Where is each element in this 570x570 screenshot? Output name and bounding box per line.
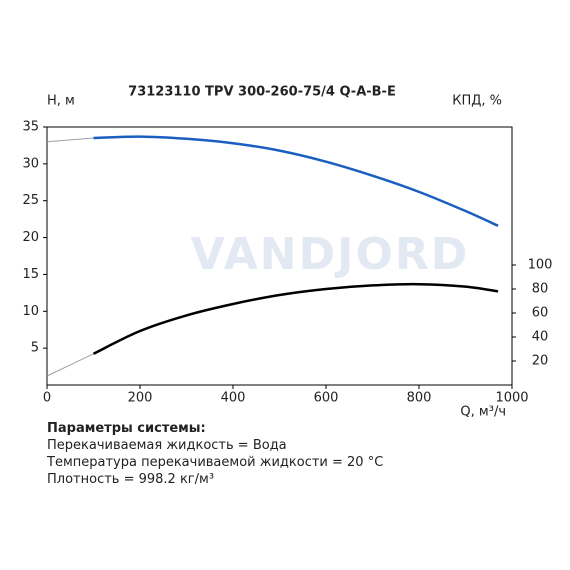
y-tick-label: 30	[22, 156, 39, 171]
note-line: Температура перекачиваемой жидкости = 20…	[47, 455, 384, 470]
x-axis-label: Q, м³/ч	[460, 405, 506, 420]
y-tick-label: 35	[22, 120, 39, 135]
x-tick-label: 600	[314, 391, 339, 406]
y2-tick-label: 80	[532, 282, 549, 297]
x-tick-label: 800	[407, 391, 432, 406]
y2-tick-label: 20	[532, 354, 549, 369]
x-tick-label: 200	[128, 391, 153, 406]
notes-heading: Параметры системы:	[47, 421, 206, 436]
y-tick-label: 10	[22, 304, 39, 319]
series-line	[92, 282, 499, 355]
y-axis-label: Н, м	[47, 94, 75, 109]
chart-title: 73123110 TPV 300-260-75/4 Q-A-B-E	[128, 85, 396, 100]
note-line: Плотность = 998.2 кг/м³	[47, 472, 215, 487]
extrapolated-line	[46, 137, 94, 143]
x-tick-label: 1000	[495, 391, 528, 406]
x-tick-label: 0	[43, 391, 51, 406]
y-tick-label: 20	[22, 230, 39, 245]
note-line: Перекачиваемая жидкость = Вода	[47, 438, 287, 453]
y2-tick-label: 60	[532, 306, 549, 321]
plot-frame	[46, 126, 513, 386]
notes: Параметры системы: Перекачиваемая жидкос…	[47, 420, 383, 488]
series-line	[93, 135, 499, 227]
x-tick-label: 400	[221, 391, 246, 406]
y-tick-label: 25	[22, 193, 39, 208]
y2-tick-label: 40	[532, 330, 549, 345]
y2-tick-label: 100	[528, 258, 553, 273]
watermark: VANDJORD	[191, 229, 470, 280]
extrapolated-line	[46, 353, 94, 377]
y2-axis-label: КПД, %	[452, 94, 502, 109]
y-tick-label: 5	[31, 341, 39, 356]
y-tick-label: 15	[22, 267, 39, 282]
